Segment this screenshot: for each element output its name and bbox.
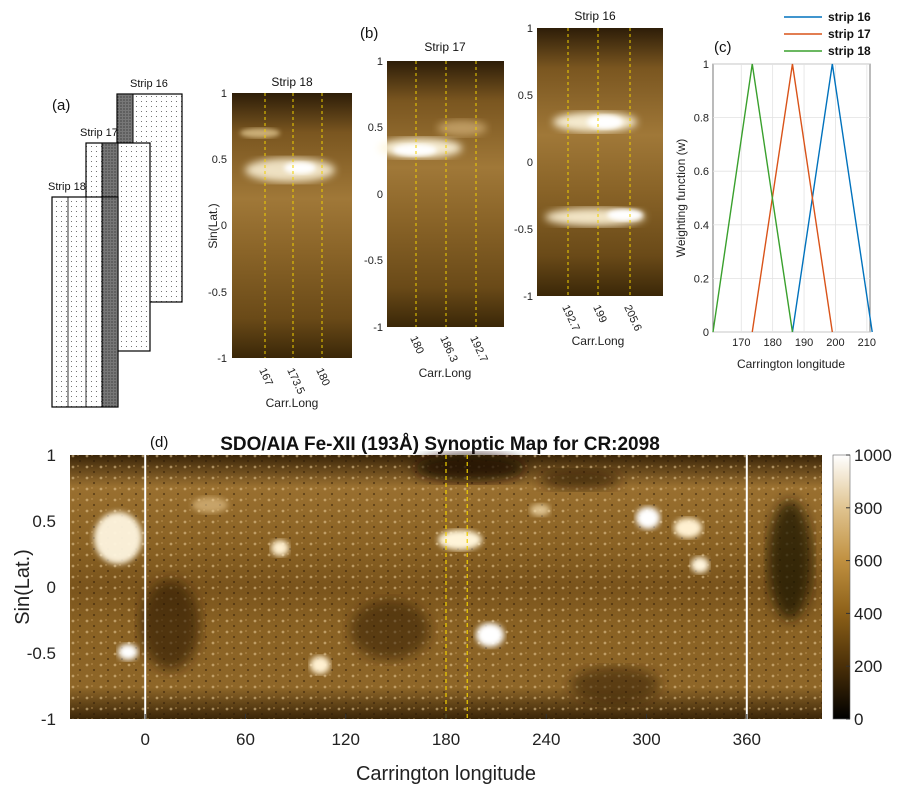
c-xtick: 200 bbox=[826, 337, 844, 349]
s18-xtick-167: 167 bbox=[256, 366, 275, 388]
d-ytick: -1 bbox=[41, 710, 56, 729]
panel-c-label: (c) bbox=[714, 39, 732, 56]
c-series-line-17 bbox=[751, 63, 834, 333]
c-plot-area bbox=[712, 63, 871, 333]
s17-ytick-m1: -1 bbox=[373, 322, 383, 334]
strip-18-overlap bbox=[101, 196, 119, 408]
d-cbar-tick: 200 bbox=[854, 657, 882, 676]
d-title: SDO/AIA Fe-XII (193Å) Synoptic Map for C… bbox=[220, 434, 660, 455]
d-colorbar-ticks: 0 200 400 600 800 1000 bbox=[846, 446, 892, 729]
strip-17-image bbox=[378, 61, 504, 327]
strip-18-image bbox=[232, 93, 352, 358]
s16-ytick-1: 1 bbox=[527, 23, 533, 35]
c-ytick: 0.6 bbox=[694, 166, 709, 178]
c-yticks: 0 0.2 0.4 0.6 0.8 1 bbox=[694, 59, 709, 339]
strip-16-image bbox=[537, 28, 663, 296]
c-legend-label: strip 16 bbox=[828, 10, 871, 24]
d-xtick: 60 bbox=[236, 730, 255, 749]
s18-ytick-1: 1 bbox=[221, 88, 227, 100]
c-legend: strip 16 strip 17 strip 18 bbox=[764, 8, 899, 62]
s18-xtick-1735: 173.5 bbox=[284, 366, 307, 396]
s18-ytick-m1: -1 bbox=[217, 353, 227, 365]
strip-16-title: Strip 16 bbox=[574, 9, 616, 23]
s17-ytick-m05: -0.5 bbox=[364, 255, 383, 267]
c-legend-label: strip 18 bbox=[828, 44, 871, 58]
d-xtick: 120 bbox=[332, 730, 360, 749]
c-xlabel: Carrington longitude bbox=[737, 357, 845, 371]
s17-ytick-0: 0 bbox=[377, 189, 383, 201]
s17-ytick-1: 1 bbox=[377, 56, 383, 68]
s18-xtick-180: 180 bbox=[313, 366, 332, 388]
s16-xtick-1927: 192.7 bbox=[559, 303, 582, 333]
s18-xlabel: Carr.Long bbox=[266, 396, 319, 410]
s16-xtick-199: 199 bbox=[590, 303, 609, 325]
s16-ytick-0: 0 bbox=[527, 157, 533, 169]
s18-ylabel: Sin(Lat.) bbox=[206, 203, 220, 248]
d-xlabel: Carrington longitude bbox=[356, 763, 536, 785]
c-xtick: 180 bbox=[763, 337, 781, 349]
d-xtick: 180 bbox=[432, 730, 460, 749]
strip-18-title: Strip 18 bbox=[271, 75, 313, 89]
panel-b-strips: (b) Strip 18 1 0.5 0 -0.5 -1 Sin(Lat.) 1… bbox=[206, 9, 663, 410]
d-ytick: -0.5 bbox=[27, 644, 56, 663]
d-ytick: 0.5 bbox=[32, 512, 56, 531]
s18-ytick-05: 0.5 bbox=[212, 154, 227, 166]
c-series-line-18 bbox=[712, 63, 794, 333]
s17-xtick-180: 180 bbox=[407, 334, 426, 356]
strip-16-label: Strip 16 bbox=[130, 78, 168, 90]
d-xticks: 0 60 120 180 240 300 360 bbox=[140, 714, 761, 749]
d-ytick: 0 bbox=[47, 578, 56, 597]
s16-xlabel: Carr.Long bbox=[572, 334, 625, 348]
c-xticks: 170 180 190 200 210 bbox=[732, 337, 876, 349]
s18-ytick-0: 0 bbox=[221, 220, 227, 232]
c-xtick: 190 bbox=[795, 337, 813, 349]
c-ylabel: Weighting function (w) bbox=[674, 139, 688, 258]
c-xtick: 210 bbox=[858, 337, 876, 349]
panel-d-synoptic-map: (d) SDO/AIA Fe-XII (193Å) Synoptic Map f… bbox=[12, 434, 892, 785]
c-series bbox=[712, 63, 873, 333]
s17-xtick-1863: 186.3 bbox=[437, 334, 460, 364]
d-colorbar bbox=[832, 454, 851, 720]
d-xtick: 360 bbox=[733, 730, 761, 749]
s18-ytick-m05: -0.5 bbox=[208, 287, 227, 299]
d-xtick: 300 bbox=[632, 730, 660, 749]
d-yticks: 1 0.5 0 -0.5 -1 bbox=[27, 446, 56, 729]
d-cbar-tick: 800 bbox=[854, 499, 882, 518]
d-ytick: 1 bbox=[47, 446, 56, 465]
panel-c-weighting-chart: (c) 0 0.2 0.4 0.6 0.8 1 170 180 190 200 210 Carri… bbox=[674, 8, 899, 371]
c-ytick: 1 bbox=[703, 59, 709, 71]
c-ytick: 0.2 bbox=[694, 273, 709, 285]
s17-ytick-05: 0.5 bbox=[368, 122, 383, 134]
panel-b-label: (b) bbox=[360, 25, 378, 42]
d-cbar-tick: 0 bbox=[854, 710, 863, 729]
d-xtick: 240 bbox=[532, 730, 560, 749]
s16-ytick-05: 0.5 bbox=[518, 90, 533, 102]
c-series-line-16 bbox=[791, 63, 873, 333]
s17-xtick-1927: 192.7 bbox=[467, 334, 490, 364]
s16-xtick-2056: 205.6 bbox=[621, 303, 644, 333]
c-xtick: 170 bbox=[732, 337, 750, 349]
d-vertical-markers bbox=[144, 455, 748, 719]
d-map-image bbox=[70, 454, 822, 719]
c-ytick: 0.8 bbox=[694, 113, 709, 125]
s17-xlabel: Carr.Long bbox=[419, 366, 472, 380]
d-ylabel: Sin(Lat.) bbox=[12, 549, 34, 625]
c-legend-label: strip 17 bbox=[828, 27, 871, 41]
d-cbar-tick: 400 bbox=[854, 604, 882, 623]
s16-ytick-m1: -1 bbox=[523, 291, 533, 303]
strip-18-label: Strip 18 bbox=[48, 181, 86, 193]
d-xtick: 0 bbox=[140, 730, 149, 749]
panel-d-label: (d) bbox=[150, 434, 168, 451]
panel-a-schematic: (a) Strip 16 Strip 17 Strip 18 bbox=[48, 78, 183, 408]
c-ytick: 0.4 bbox=[694, 220, 709, 232]
d-cbar-tick: 1000 bbox=[854, 446, 892, 465]
s16-ytick-m05: -0.5 bbox=[514, 224, 533, 236]
strip-17-title: Strip 17 bbox=[424, 40, 466, 54]
strip-17-label: Strip 17 bbox=[80, 127, 118, 139]
c-ytick: 0 bbox=[703, 327, 709, 339]
c-grid bbox=[713, 63, 870, 333]
panel-a-label: (a) bbox=[52, 97, 70, 114]
d-cbar-tick: 600 bbox=[854, 552, 882, 571]
